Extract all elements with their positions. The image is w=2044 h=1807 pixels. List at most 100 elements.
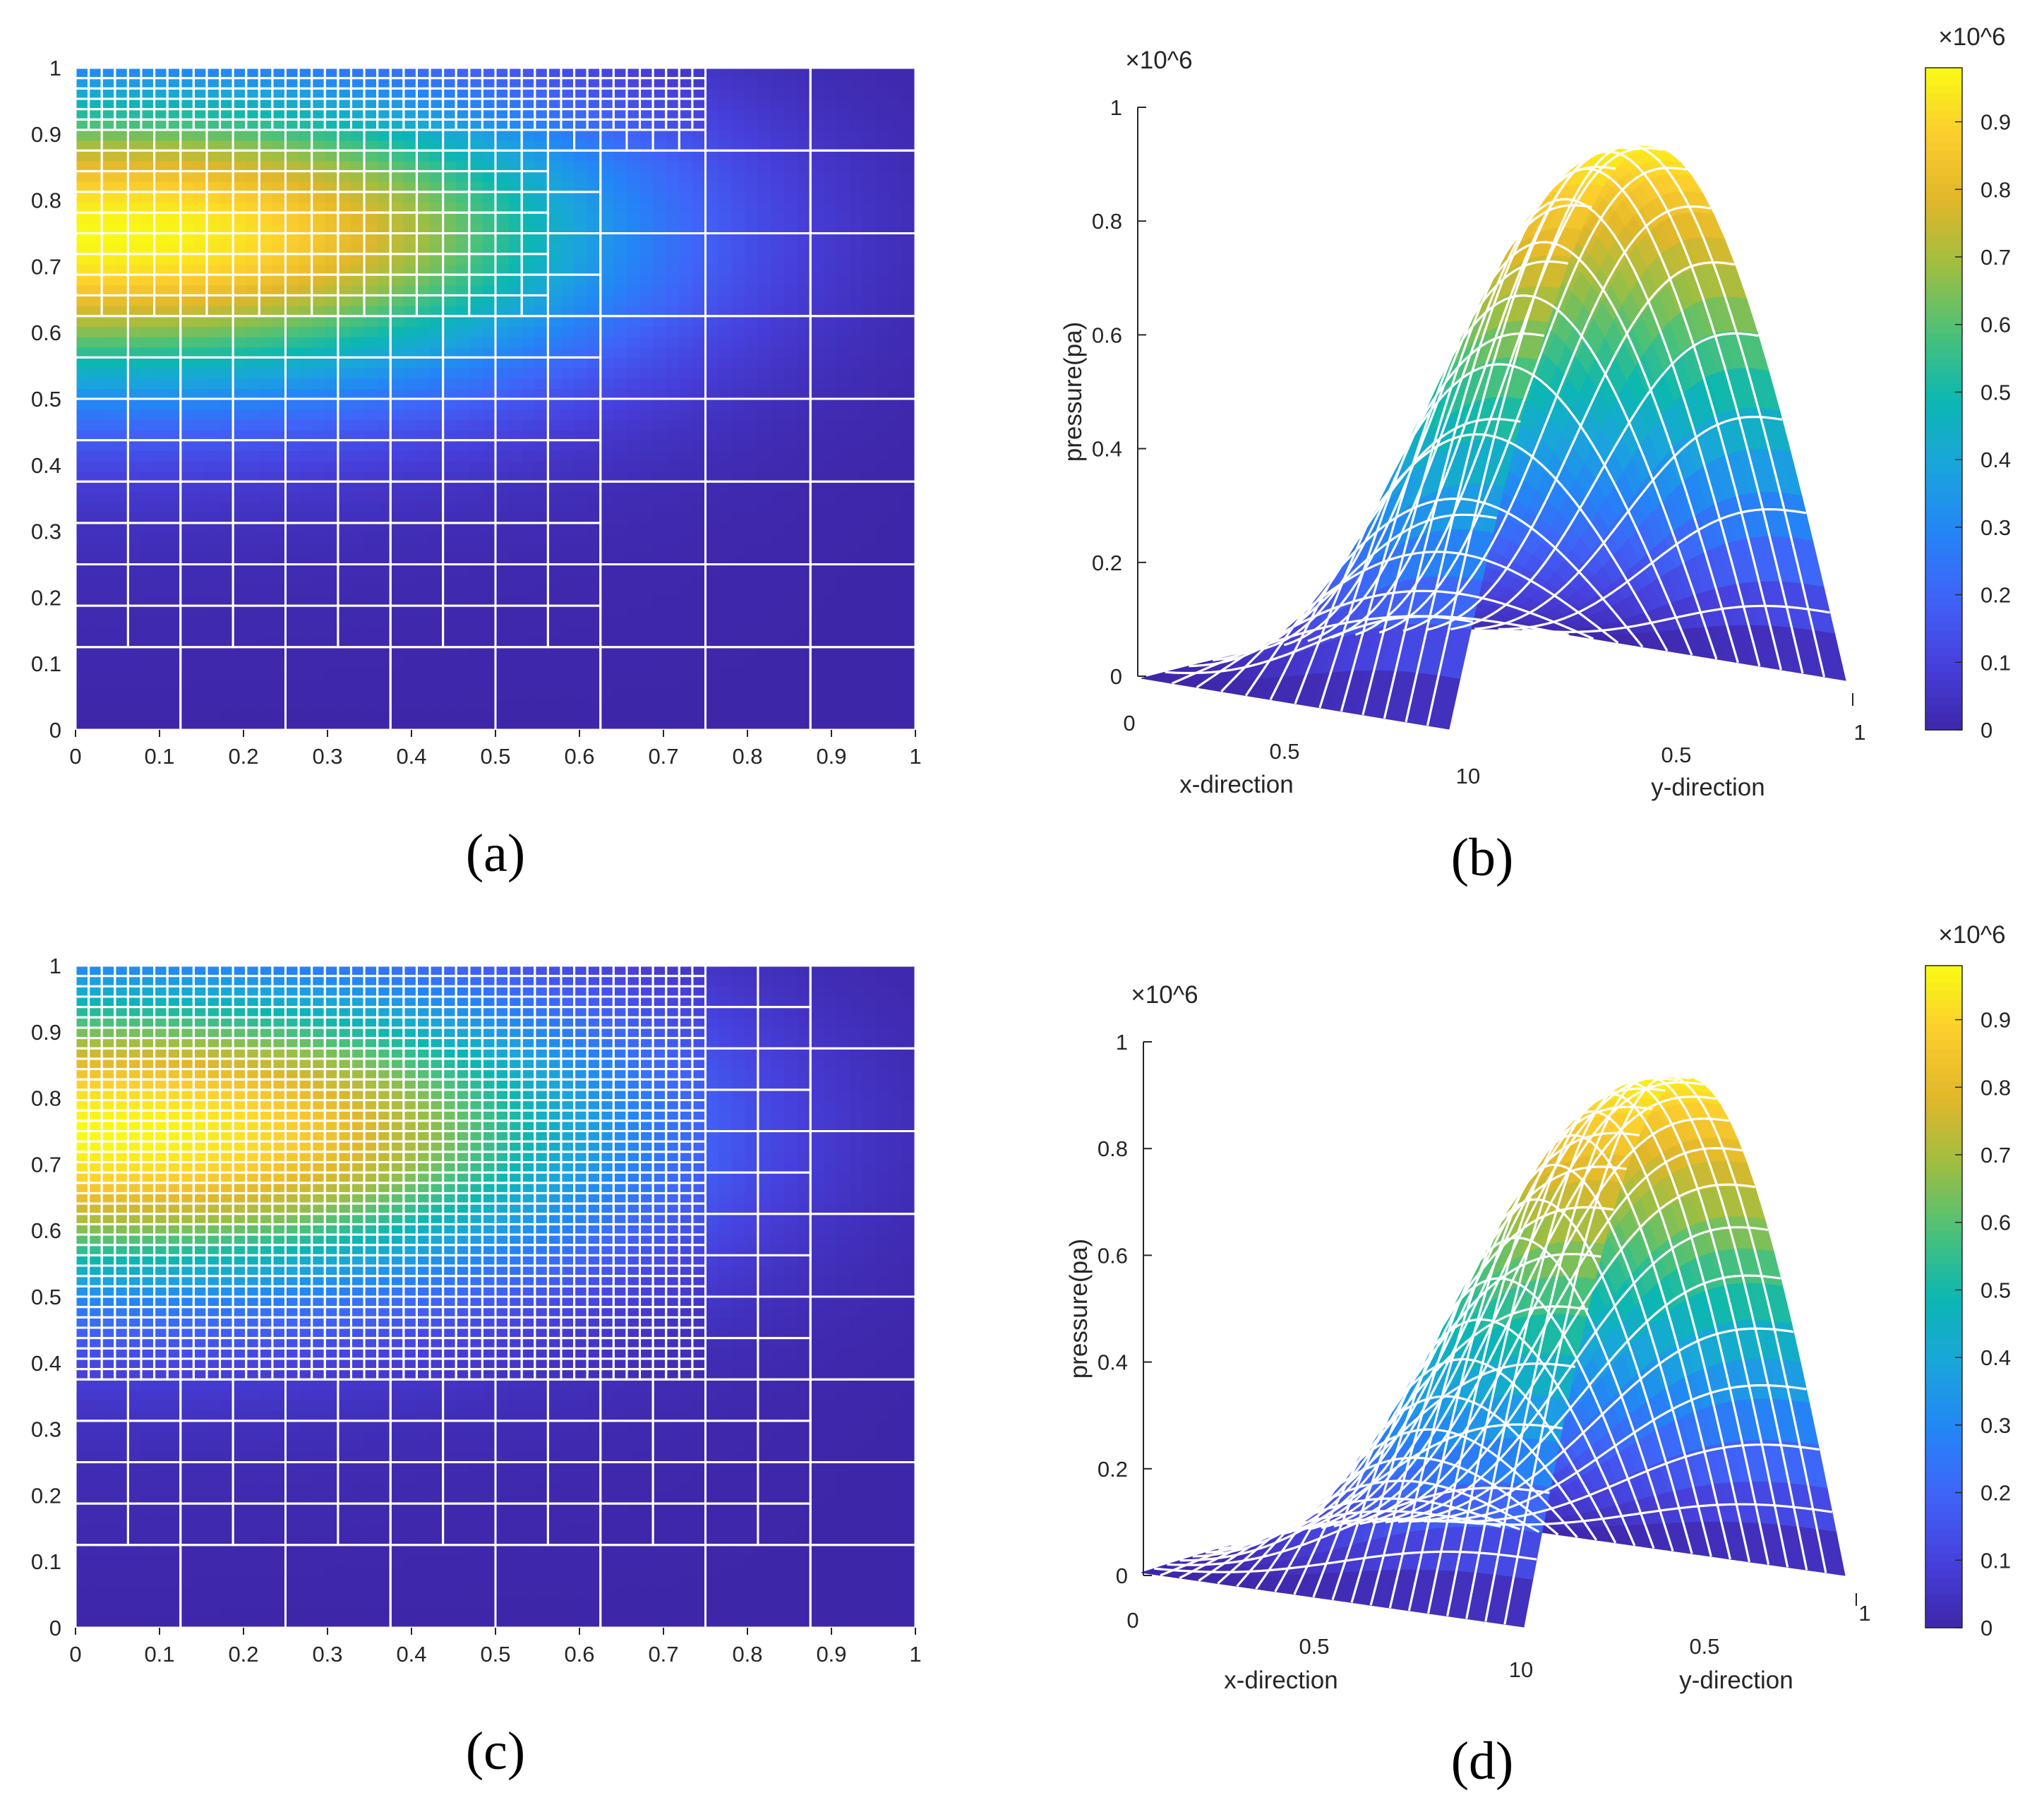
- heatmap-cell: [154, 78, 168, 90]
- heatmap-cell: [416, 78, 431, 90]
- heatmap-cell: [76, 88, 90, 100]
- heatmap-cell: [285, 409, 299, 421]
- heatmap-cell: [613, 244, 627, 255]
- heatmap-cell: [377, 316, 391, 328]
- heatmap-cell: [797, 264, 811, 275]
- heatmap-cell: [102, 295, 116, 306]
- heatmap-cell: [390, 699, 404, 710]
- heatmap-cell: [862, 275, 877, 286]
- heatmap-cell: [666, 460, 680, 472]
- heatmap-cell: [206, 460, 221, 472]
- heatmap-cell: [836, 678, 850, 690]
- heatmap-cell: [587, 368, 601, 379]
- heatmap-cell: [574, 295, 588, 306]
- heatmap-cell: [377, 244, 391, 255]
- heatmap-cell: [600, 657, 615, 668]
- heatmap-cell: [705, 109, 719, 120]
- heatmap-cell: [299, 522, 313, 534]
- heatmap-cell: [154, 450, 168, 462]
- heatmap-cell: [745, 688, 759, 700]
- heatmap-cell: [167, 347, 181, 359]
- heatmap-cell: [469, 68, 483, 79]
- heatmap-cell: [443, 409, 457, 421]
- heatmap-cell: [325, 171, 339, 182]
- heatmap-cell: [114, 171, 129, 182]
- heatmap-cell: [469, 140, 483, 151]
- heatmap-cell: [653, 316, 667, 328]
- heatmap-cell: [902, 264, 916, 275]
- heatmap-cell: [639, 522, 654, 534]
- heatmap-cell: [482, 709, 496, 721]
- heatmap-cell: [259, 626, 273, 637]
- heatmap-cell: [430, 606, 444, 617]
- heatmap-cell: [114, 688, 129, 700]
- heatmap-cell: [167, 450, 181, 462]
- heatmap-cell: [889, 657, 903, 668]
- heatmap-cell: [495, 699, 510, 710]
- heatmap-cell: [613, 440, 627, 451]
- heatmap-cell: [259, 688, 273, 700]
- heatmap-cell: [560, 78, 575, 90]
- heatmap-cell: [206, 306, 221, 317]
- heatmap-cell: [337, 160, 352, 172]
- heatmap-cell: [836, 471, 850, 482]
- heatmap-cell: [233, 212, 247, 224]
- heatmap-cell: [757, 129, 772, 141]
- heatmap-cell: [534, 388, 549, 400]
- heatmap-cell: [666, 253, 680, 265]
- heatmap-cell: [587, 337, 601, 348]
- heatmap-cell: [495, 368, 510, 379]
- heatmap-cell: [692, 109, 707, 120]
- heatmap-cell: [206, 606, 221, 617]
- heatmap-cell: [102, 688, 116, 700]
- heatmap-cell: [587, 150, 601, 162]
- heatmap-cell: [548, 337, 562, 348]
- heatmap-cell: [836, 191, 850, 203]
- heatmap-cell: [140, 481, 155, 493]
- heatmap-cell: [88, 275, 102, 286]
- heatmap-cell: [140, 626, 155, 637]
- heatmap-cell: [154, 222, 168, 234]
- heatmap-cell: [180, 595, 195, 606]
- heatmap-cell: [889, 306, 903, 317]
- heatmap-cell: [771, 275, 785, 286]
- heatmap-cell: [76, 233, 90, 244]
- heatmap-cell: [745, 244, 759, 255]
- heatmap-cell: [76, 657, 90, 668]
- heatmap-cell: [114, 150, 129, 162]
- heatmap-cell: [850, 709, 864, 721]
- heatmap-cell: [416, 429, 431, 441]
- heatmap-cell: [600, 171, 615, 182]
- heatmap-cell: [757, 688, 772, 700]
- heatmap-cell: [862, 347, 877, 359]
- heatmap-cell: [206, 699, 221, 710]
- heatmap-cell: [430, 522, 444, 534]
- heatmap-cell: [522, 284, 536, 296]
- heatmap-cell: [810, 171, 824, 182]
- heatmap-cell: [626, 450, 641, 462]
- heatmap-cell: [731, 460, 745, 472]
- heatmap-cell: [482, 244, 496, 255]
- heatmap-cell: [272, 502, 287, 513]
- heatmap-cell: [220, 171, 234, 182]
- heatmap-cell: [613, 326, 627, 337]
- heatmap-cell: [745, 98, 759, 110]
- heatmap-cell: [443, 244, 457, 255]
- heatmap-cell: [469, 284, 483, 296]
- heatmap-cell: [679, 450, 693, 462]
- heatmap-cell: [797, 357, 811, 368]
- heatmap-cell: [430, 78, 444, 90]
- heatmap-cell: [364, 668, 378, 679]
- heatmap-cell: [193, 109, 208, 120]
- heatmap-cell: [180, 212, 195, 224]
- heatmap-cell: [902, 719, 916, 731]
- heatmap-cell: [193, 595, 208, 606]
- heatmap-cell: [705, 284, 719, 296]
- heatmap-cell: [719, 244, 733, 255]
- heatmap-cell: [600, 553, 615, 565]
- heatmap-cell: [771, 316, 785, 328]
- heatmap-cell: [731, 688, 745, 700]
- heatmap-cell: [757, 316, 772, 328]
- heatmap-cell: [797, 109, 811, 120]
- heatmap-cell: [337, 171, 352, 182]
